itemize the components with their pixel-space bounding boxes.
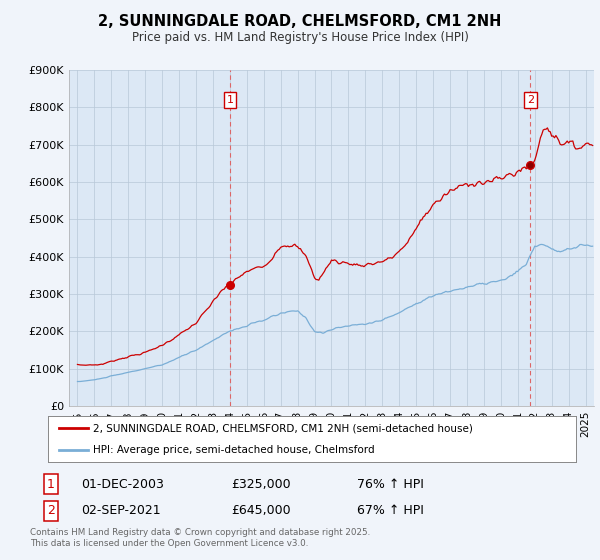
Text: 2, SUNNINGDALE ROAD, CHELMSFORD, CM1 2NH (semi-detached house): 2, SUNNINGDALE ROAD, CHELMSFORD, CM1 2NH… (93, 423, 473, 433)
Text: 02-SEP-2021: 02-SEP-2021 (81, 504, 161, 517)
Text: 76% ↑ HPI: 76% ↑ HPI (357, 478, 424, 491)
Text: HPI: Average price, semi-detached house, Chelmsford: HPI: Average price, semi-detached house,… (93, 445, 374, 455)
Text: 2, SUNNINGDALE ROAD, CHELMSFORD, CM1 2NH: 2, SUNNINGDALE ROAD, CHELMSFORD, CM1 2NH (98, 14, 502, 29)
Text: 1: 1 (47, 478, 55, 491)
Text: 2: 2 (527, 95, 534, 105)
Text: Contains HM Land Registry data © Crown copyright and database right 2025.
This d: Contains HM Land Registry data © Crown c… (30, 528, 370, 548)
Text: 01-DEC-2003: 01-DEC-2003 (81, 478, 164, 491)
Text: Price paid vs. HM Land Registry's House Price Index (HPI): Price paid vs. HM Land Registry's House … (131, 31, 469, 44)
Text: 1: 1 (226, 95, 233, 105)
Text: £645,000: £645,000 (231, 504, 290, 517)
Text: 2: 2 (47, 504, 55, 517)
Text: £325,000: £325,000 (231, 478, 290, 491)
Text: 67% ↑ HPI: 67% ↑ HPI (357, 504, 424, 517)
